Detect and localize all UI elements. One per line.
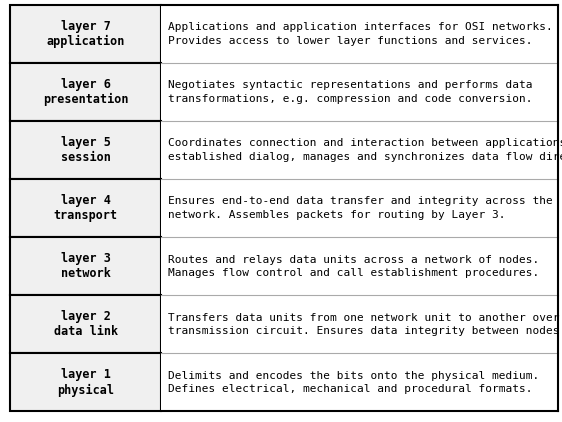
Bar <box>161 121 558 179</box>
Bar <box>161 295 558 353</box>
Bar <box>161 237 558 295</box>
Text: network: network <box>61 268 111 280</box>
Bar <box>10 237 161 295</box>
Text: data link: data link <box>53 325 117 338</box>
Text: layer 2: layer 2 <box>61 310 111 323</box>
Text: layer 6: layer 6 <box>61 78 111 91</box>
Bar <box>10 63 161 121</box>
Text: Coordinates connection and interaction between applications,
established dialog,: Coordinates connection and interaction b… <box>168 138 562 162</box>
Text: Routes and relays data units across a network of nodes.
Manages flow control and: Routes and relays data units across a ne… <box>168 254 539 278</box>
Text: layer 7: layer 7 <box>61 20 111 33</box>
Text: layer 3: layer 3 <box>61 252 111 265</box>
Text: application: application <box>47 35 125 48</box>
Text: Ensures end-to-end data transfer and integrity across the
network. Assembles pac: Ensures end-to-end data transfer and int… <box>168 197 552 220</box>
Text: presentation: presentation <box>43 93 128 106</box>
Text: layer 1: layer 1 <box>61 368 111 381</box>
Bar <box>10 179 161 237</box>
Bar <box>10 121 161 179</box>
Bar <box>161 353 558 411</box>
Bar <box>10 5 161 63</box>
Text: transport: transport <box>53 209 117 222</box>
Text: session: session <box>61 151 111 164</box>
Bar <box>161 179 558 237</box>
Bar <box>10 353 161 411</box>
Text: physical: physical <box>57 384 114 397</box>
Text: Applications and application interfaces for OSI networks.
Provides access to low: Applications and application interfaces … <box>168 22 552 46</box>
Bar <box>161 5 558 63</box>
Text: Delimits and encodes the bits onto the physical medium.
Defines electrical, mech: Delimits and encodes the bits onto the p… <box>168 371 539 394</box>
Text: layer 5: layer 5 <box>61 136 111 149</box>
Bar <box>161 63 558 121</box>
Bar <box>10 295 161 353</box>
Text: Transfers data units from one network unit to another over
transmission circuit.: Transfers data units from one network un… <box>168 313 562 336</box>
Text: Negotiates syntactic representations and performs data
transformations, e.g. com: Negotiates syntactic representations and… <box>168 80 532 104</box>
Text: layer 4: layer 4 <box>61 194 111 207</box>
